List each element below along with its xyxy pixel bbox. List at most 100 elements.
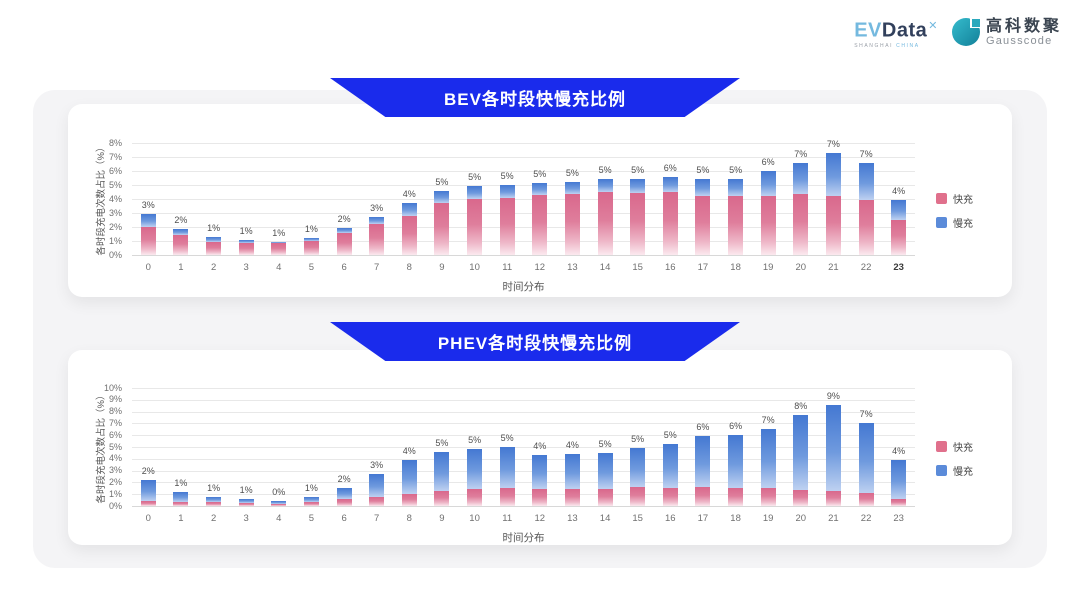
bar-total-label: 7%: [859, 409, 873, 420]
x-tick-label: 23: [893, 262, 904, 273]
bar-total-label: 2%: [337, 214, 351, 225]
gridline: [132, 482, 915, 484]
bar-segment-slow: [728, 435, 744, 488]
bar-segment-slow: [858, 423, 874, 493]
x-tick-label: 22: [860, 513, 872, 524]
bar-segment-slow: [825, 404, 841, 492]
evdata-ev-text: EV: [854, 19, 882, 42]
bar-segment-fast: [206, 242, 222, 255]
y-tick-label: 4%: [108, 453, 122, 464]
bar-total-label: 1%: [272, 227, 286, 238]
bar-segment-slow: [238, 239, 254, 244]
bar-segment-fast: [532, 194, 548, 255]
bar-segment-slow: [173, 491, 189, 502]
bar-segment-fast: [825, 491, 841, 506]
bar-segment-fast: [662, 191, 678, 255]
bar-total-label: 7%: [826, 138, 840, 149]
bar-total-label: 1%: [304, 482, 318, 493]
bar-total-label: 5%: [598, 438, 612, 449]
stacked-bar: [206, 497, 222, 506]
bar-segment-fast: [271, 243, 287, 255]
x-tick-label: 8: [406, 262, 412, 273]
bar-total-label: 1%: [304, 224, 318, 235]
x-tick-label: 5: [308, 262, 315, 273]
y-axis-title: 各时段充电次数占比（%）: [96, 390, 107, 504]
stacked-bar: [140, 480, 156, 506]
gridline: [132, 458, 915, 460]
bar-segment-slow: [630, 448, 646, 488]
gridline: [132, 447, 915, 448]
y-tick-label: 3%: [108, 207, 122, 218]
gridline: [132, 143, 915, 144]
bar-segment-slow: [271, 501, 287, 505]
x-tick-label: 9: [439, 513, 445, 524]
bar-segment-fast: [467, 489, 483, 506]
stacked-bar: [532, 182, 548, 255]
x-axis-title: 时间分布: [502, 281, 545, 293]
x-tick-label: 13: [567, 513, 578, 524]
stacked-bar: [434, 190, 450, 255]
y-tick-label: 2%: [108, 221, 122, 232]
bar-segment-fast: [140, 500, 156, 506]
bar-segment-slow: [173, 229, 189, 236]
bar-segment-fast: [760, 488, 776, 506]
legend-swatch: [936, 441, 947, 452]
y-tick-label: 8%: [108, 406, 122, 417]
x-tick-label: 19: [762, 513, 774, 524]
y-tick-label: 8%: [108, 137, 122, 148]
bar-segment-slow: [467, 449, 483, 490]
evdata-subtitle: SHANGHAI CHINA: [854, 42, 920, 49]
phev-chart-title: PHEV各时段快慢充比例: [437, 334, 633, 353]
legend-item: 慢充: [936, 463, 973, 478]
bar-segment-fast: [238, 502, 254, 506]
stacked-bar: [467, 186, 483, 255]
bar-segment-slow: [760, 429, 776, 489]
stacked-bar: [793, 415, 809, 506]
bar-total-label: 5%: [468, 172, 482, 183]
bar-segment-fast: [532, 489, 548, 506]
stacked-bar: [695, 179, 711, 255]
bar-segment-fast: [630, 193, 646, 255]
x-tick-label: 16: [665, 262, 676, 273]
stacked-bar: [336, 228, 352, 255]
x-tick-label: 21: [828, 513, 839, 524]
bar-total-label: 7%: [859, 148, 873, 159]
stacked-bar: [401, 203, 417, 255]
stacked-bar: [173, 229, 189, 255]
y-tick-label: 7%: [108, 151, 122, 162]
bar-segment-slow: [532, 455, 548, 490]
legend-swatch: [936, 465, 947, 476]
bar-segment-fast: [206, 502, 222, 506]
bar-segment-fast: [564, 489, 580, 506]
stacked-bar: [695, 436, 711, 506]
y-tick-label: 5%: [108, 441, 122, 452]
legend-item: 快充: [936, 439, 973, 454]
bar-total-label: 1%: [239, 484, 253, 495]
bar-total-label: 1%: [207, 222, 221, 233]
bar-segment-slow: [858, 162, 874, 201]
bar-segment-slow: [140, 480, 156, 501]
bar-segment-slow: [564, 182, 580, 195]
bar-segment-fast: [760, 195, 776, 255]
bar-total-label: 1%: [174, 477, 188, 488]
gridline: [132, 494, 915, 496]
x-tick-label: 19: [762, 262, 774, 273]
x-tick-label: 5: [308, 513, 315, 524]
x-tick-label: 6: [341, 262, 347, 273]
bar-total-label: 1%: [207, 483, 221, 494]
gridline: [132, 423, 915, 425]
evdata-x-icon: ✕: [928, 20, 938, 32]
stacked-bar: [728, 178, 744, 255]
stacked-bar: [760, 429, 776, 506]
bar-segment-fast: [336, 232, 352, 255]
bar-segment-slow: [369, 217, 385, 225]
bar-total-label: 6%: [761, 157, 775, 167]
x-tick-label: 14: [599, 262, 611, 273]
x-tick-label: 12: [534, 262, 546, 273]
x-tick-label: 20: [795, 513, 807, 524]
x-tick-label: 3: [243, 262, 249, 273]
bar-segment-slow: [695, 436, 711, 488]
gridline: [132, 199, 915, 200]
stacked-bar: [303, 238, 319, 255]
bar-segment-slow: [369, 473, 385, 498]
